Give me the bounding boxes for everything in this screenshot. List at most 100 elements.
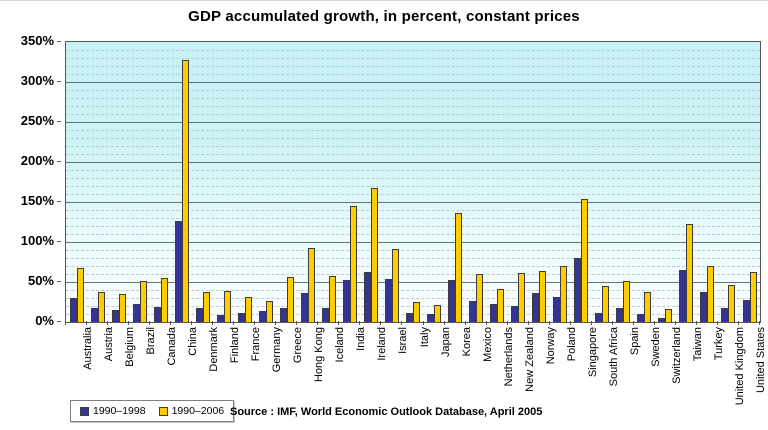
y-axis-label: 300% <box>20 73 54 88</box>
bar-1990-2006 <box>286 277 294 322</box>
bar-group <box>487 42 508 322</box>
x-axis-tick <box>464 321 466 325</box>
bar-1990-1998 <box>490 304 498 322</box>
bar-group <box>381 42 402 322</box>
bar-1990-2006 <box>581 199 589 322</box>
bar-1990-1998 <box>742 300 750 322</box>
bar-group <box>655 42 676 322</box>
y-axis-label: 200% <box>20 153 54 168</box>
minor-gridline <box>66 226 760 227</box>
bar-group <box>150 42 171 322</box>
y-axis: 0% 50% 100% 150% 200% 250% 300% 350% <box>0 33 61 328</box>
major-gridline <box>66 82 760 83</box>
legend-item: 1990–1998 <box>80 405 146 417</box>
x-axis-tick <box>359 321 361 325</box>
bar-1990-1998 <box>69 298 77 322</box>
bar-1990-1998 <box>153 307 161 322</box>
bar-1990-2006 <box>518 273 526 322</box>
x-axis-tick <box>674 321 676 325</box>
bar-1990-1998 <box>679 270 687 322</box>
bar-group <box>571 42 592 322</box>
minor-gridline <box>66 146 760 147</box>
bar-group <box>192 42 213 322</box>
x-axis-tick <box>86 321 88 325</box>
bar-1990-2006 <box>160 278 168 322</box>
bar-1990-2006 <box>728 285 736 322</box>
chart-title: GDP accumulated growth, in percent, cons… <box>188 8 580 25</box>
bar-1990-2006 <box>665 309 673 322</box>
x-axis-tick <box>338 321 340 325</box>
bar-group <box>634 42 655 322</box>
y-axis-tick <box>57 321 61 322</box>
x-axis-tick <box>191 321 193 325</box>
minor-gridline <box>66 234 760 235</box>
x-axis-label: Singapore <box>586 327 599 378</box>
bar-group <box>339 42 360 322</box>
bar-group <box>508 42 529 322</box>
minor-gridline <box>66 210 760 211</box>
bar-1990-1998 <box>469 301 477 322</box>
y-axis-label: 250% <box>20 113 54 128</box>
bar-1990-1998 <box>448 280 456 322</box>
plot-area <box>65 41 761 323</box>
legend-swatch <box>158 406 168 416</box>
x-axis-tick <box>233 321 235 325</box>
bar-1990-1998 <box>300 293 308 322</box>
bar-1990-2006 <box>413 302 421 322</box>
x-axis-tick <box>65 321 66 325</box>
bar-1990-1998 <box>111 310 119 322</box>
bar-1990-2006 <box>434 305 442 322</box>
x-axis-tick <box>296 321 298 325</box>
major-gridline <box>66 162 760 163</box>
bar-1990-1998 <box>511 306 519 322</box>
bar-group <box>255 42 276 322</box>
bar-1990-1998 <box>216 315 224 322</box>
minor-gridline <box>66 258 760 259</box>
x-axis-label: United States <box>754 327 767 394</box>
bar-group <box>739 42 760 322</box>
minor-gridline <box>66 74 760 75</box>
bar-group <box>66 42 87 322</box>
bar-1990-1998 <box>342 280 350 322</box>
minor-gridline <box>66 66 760 67</box>
x-axis-label: Sweden <box>649 327 662 367</box>
bar-1990-2006 <box>749 272 757 322</box>
x-axis-tick <box>422 321 424 325</box>
x-axis-tick <box>317 321 319 325</box>
bar-group <box>466 42 487 322</box>
minor-gridline <box>66 138 760 139</box>
major-gridline <box>66 282 760 283</box>
bar-1990-1998 <box>553 297 561 322</box>
bar-group <box>234 42 255 322</box>
x-axis-tick <box>443 321 445 325</box>
x-axis-tick <box>527 321 529 325</box>
x-axis-label: Poland <box>565 327 578 362</box>
major-gridline <box>66 202 760 203</box>
y-axis-tick <box>57 41 61 42</box>
bar-1990-2006 <box>139 281 147 322</box>
x-axis: Australia Austria Belgium Brazil Canada China… <box>0 321 768 430</box>
bar-1990-1998 <box>363 272 371 322</box>
bar-1990-2006 <box>391 249 399 322</box>
y-axis-label: 100% <box>20 233 54 248</box>
minor-gridline <box>66 106 760 107</box>
bar-group <box>276 42 297 322</box>
x-axis-label: Norway <box>544 327 557 365</box>
minor-gridline <box>66 98 760 99</box>
bar-group <box>171 42 192 322</box>
x-axis-label: Spain <box>628 327 641 356</box>
minor-gridline <box>66 290 760 291</box>
bar-group <box>108 42 129 322</box>
y-axis-label: 350% <box>20 33 54 48</box>
x-axis-tick <box>632 321 634 325</box>
minor-gridline <box>66 250 760 251</box>
bar-1990-2006 <box>455 213 463 322</box>
y-axis-tick <box>57 241 61 242</box>
bar-1990-2006 <box>97 292 105 322</box>
bars-layer <box>66 42 760 322</box>
y-axis-tick <box>57 161 61 162</box>
x-axis-label: United Kingdom <box>733 327 746 406</box>
bar-1990-2006 <box>623 281 631 322</box>
bar-group <box>529 42 550 322</box>
